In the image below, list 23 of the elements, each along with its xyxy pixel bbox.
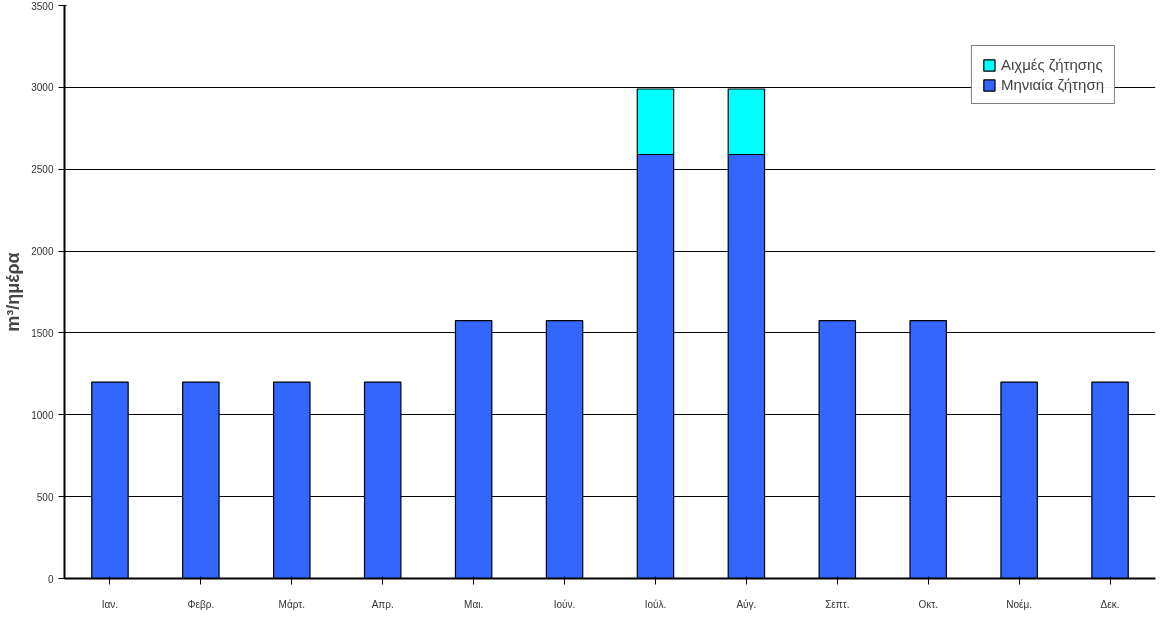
y-tick-label: 0 [47,573,54,585]
y-tick-label: 3000 [31,82,54,94]
legend-label: Αιχμές ζήτησης [1000,56,1103,73]
y-tick-label: 2000 [31,246,54,258]
x-tick-label: Σεπτ. [825,598,850,610]
y-tick-label: 2500 [31,164,54,176]
x-tick-label: Φεβρ. [187,598,215,610]
y-axis-title: m³/ημέρα [3,252,24,332]
y-tick-label: 1500 [31,327,54,339]
y-tick-label: 1000 [31,409,54,421]
x-tick-label: Μαι. [464,598,484,610]
x-tick-label: Δεκ. [1100,598,1120,610]
x-tick-label: Ιούν. [553,598,576,610]
legend-label: Μηνιαία ζήτηση [1000,76,1104,93]
x-tick-label: Οκτ. [918,598,938,610]
x-tick-label: Αύγ. [736,598,757,610]
x-tick-label: Απρ. [371,598,394,610]
x-tick-label: Ιούλ. [644,598,667,610]
y-tick-label: 3500 [31,0,54,12]
x-tick-label: Ιαν. [101,598,119,610]
x-tick-label: Μάρτ. [278,598,305,610]
x-tick-label: Νοέμ. [1006,598,1033,610]
y-tick-label: 500 [36,491,54,503]
